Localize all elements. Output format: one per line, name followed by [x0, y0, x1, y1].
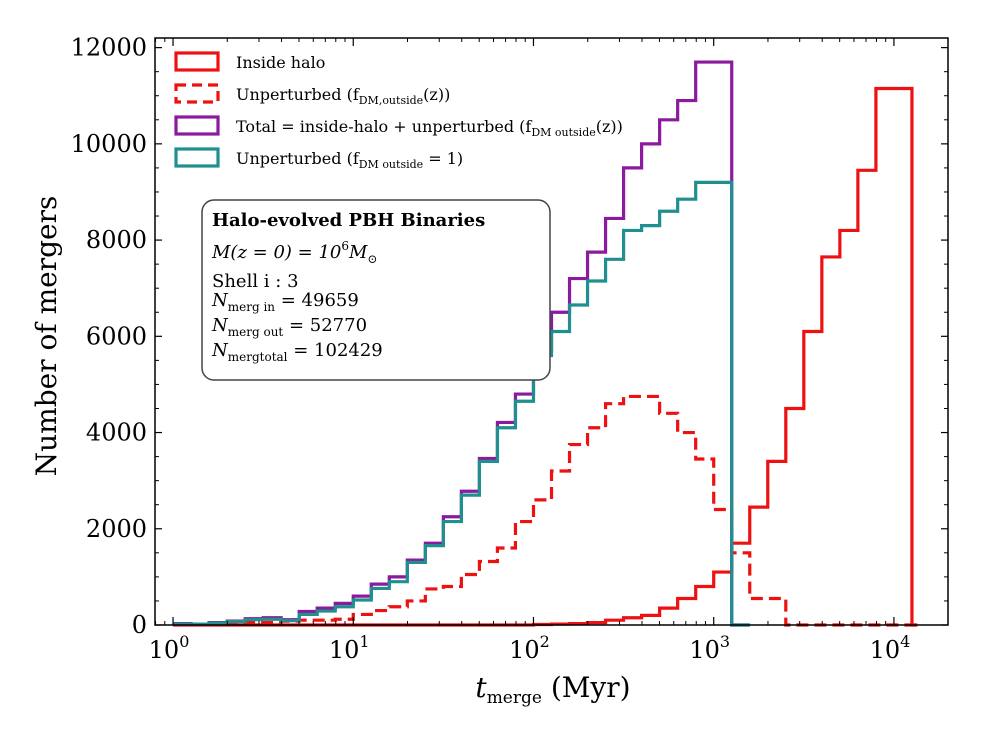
info-box: Halo-evolved PBH Binaries M(z = 0) = 106…: [201, 199, 551, 381]
y-tick-label: 2000: [86, 515, 147, 543]
legend-swatch-inside: [174, 51, 220, 72]
info-count-line: Nmergtotal = 102429: [211, 340, 383, 364]
legend-label-unperturbed_z: Unperturbed (fDM,outside(z)): [236, 85, 450, 107]
info-count-line: Nmerg in = 49659: [211, 290, 359, 314]
legend: Inside halo Unperturbed (fDM,outside(z)) T…: [174, 51, 623, 171]
info-box-frame: [201, 199, 551, 381]
x-tick-label: 101: [329, 632, 370, 664]
y-tick-label: 8000: [86, 226, 147, 254]
legend-swatch-unperturbed_z: [174, 83, 220, 104]
legend-label-inside: Inside halo: [236, 53, 325, 72]
series-unperturbed_z: [173, 394, 918, 627]
info-box-title: Halo-evolved PBH Binaries: [212, 210, 485, 231]
y-axis-title: Number of mergers: [30, 196, 63, 477]
info-shell-line: Shell i : 3: [212, 271, 299, 292]
x-axis-title: tmerge (Myr): [475, 671, 630, 708]
x-tick-label: 103: [689, 632, 730, 664]
y-tick-label: 4000: [86, 419, 147, 447]
x-tick-label: 104: [870, 632, 911, 664]
y-tick-label: 6000: [86, 322, 147, 350]
info-count-line: Nmerg out = 52770: [211, 315, 367, 339]
x-tick-label: 102: [509, 632, 550, 664]
tick-layer: 0 2000 4000 6000 8000 10000 12000 100 101 102 103 1…: [71, 34, 948, 664]
y-tick-label: 0: [132, 611, 147, 639]
series-unperturbed_1: [173, 180, 750, 627]
y-tick-label: 12000: [71, 34, 147, 62]
plot-frame: [154, 37, 949, 626]
info-mass-line: M(z = 0) = 106M⊙: [211, 239, 378, 266]
y-tick-label: 10000: [71, 130, 147, 158]
legend-label-total: Total = inside-halo + unperturbed (fDM o…: [236, 117, 623, 139]
legend-label-unperturbed_1: Unperturbed (fDM outside = 1): [236, 149, 463, 171]
legend-swatch-unperturbed_1: [174, 147, 220, 168]
x-tick-label: 100: [149, 632, 190, 664]
legend-swatch-total: [174, 115, 220, 136]
